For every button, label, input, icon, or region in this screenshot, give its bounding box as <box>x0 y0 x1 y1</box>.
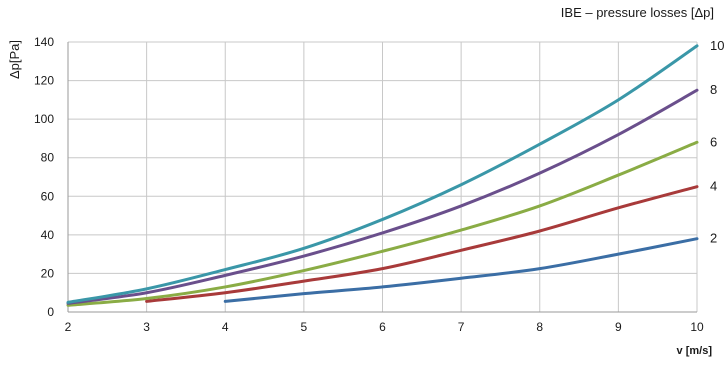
x-tick-label: 3 <box>143 320 150 334</box>
series-line-6 <box>66 140 699 307</box>
series-line-8 <box>66 88 699 305</box>
series-label-10: 10 <box>710 38 724 53</box>
grid-lines <box>67 41 698 313</box>
series-group <box>66 44 699 307</box>
y-tick-label: 80 <box>41 151 55 165</box>
series-line-10 <box>66 44 699 304</box>
x-axis-label: v [m/s] <box>676 345 712 357</box>
series-label-2: 2 <box>710 231 717 246</box>
x-tick-label: 4 <box>222 320 229 334</box>
x-tick-label: 10 <box>690 320 704 334</box>
x-tick-label: 6 <box>379 320 386 334</box>
y-tick-label: 40 <box>41 228 55 242</box>
series-label-4: 4 <box>710 179 717 194</box>
y-tick-label: 120 <box>34 74 54 88</box>
x-tick-label: 8 <box>536 320 543 334</box>
chart-title: IBE – pressure losses [Δp] <box>560 5 714 20</box>
y-tick-label: 0 <box>47 305 54 319</box>
x-tick-label: 9 <box>615 320 622 334</box>
series-line-4 <box>145 185 699 303</box>
x-tick-label: 5 <box>301 320 308 334</box>
y-tick-label: 140 <box>34 35 54 49</box>
series-label-8: 8 <box>710 82 717 97</box>
x-tick-label: 2 <box>65 320 72 334</box>
x-tick-label: 7 <box>458 320 465 334</box>
y-tick-label: 60 <box>41 189 55 203</box>
series-line-2 <box>223 237 699 303</box>
series-label-6: 6 <box>710 134 717 149</box>
y-tick-label: 100 <box>34 112 54 126</box>
axes <box>67 42 697 313</box>
y-tick-label: 20 <box>41 266 55 280</box>
